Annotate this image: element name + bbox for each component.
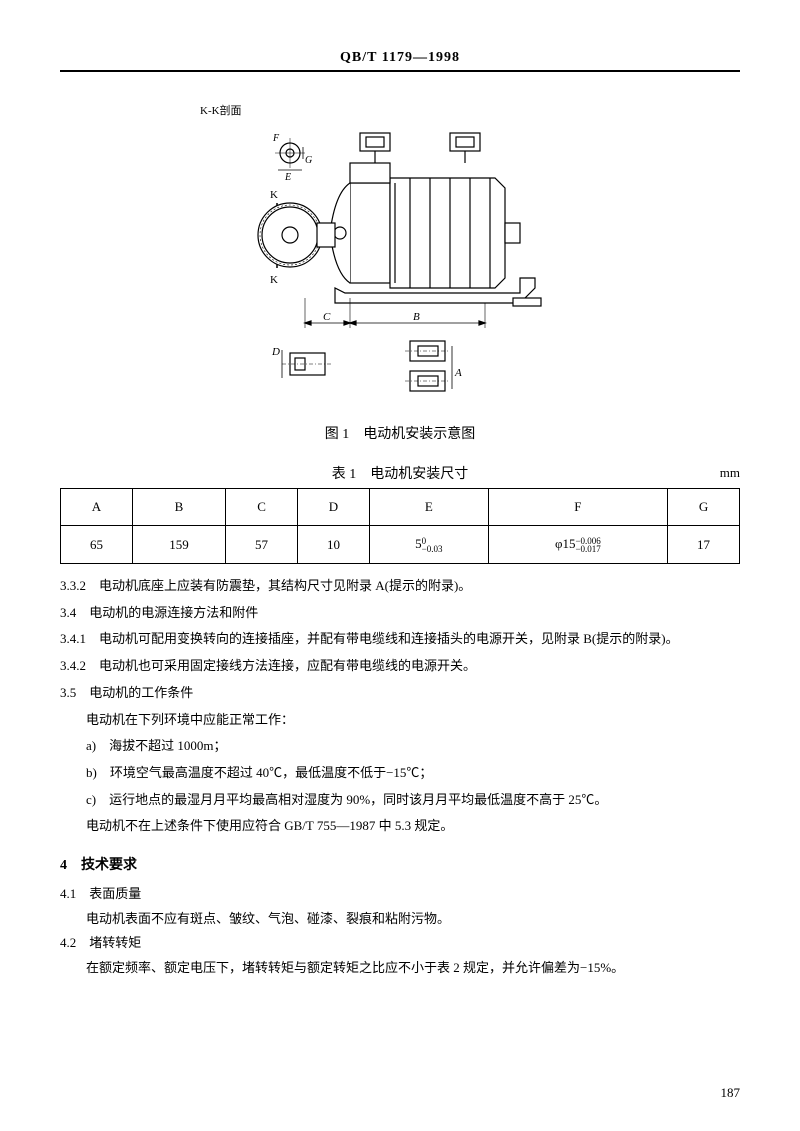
svg-text:E: E — [284, 172, 291, 183]
svg-text:G: G — [305, 155, 312, 166]
table-header-cell: B — [132, 489, 225, 526]
table-cell: 57 — [226, 526, 298, 564]
svg-text:K: K — [270, 189, 278, 201]
para-4-1: 4.1 表面质量 — [60, 882, 740, 907]
svg-text:C: C — [323, 311, 331, 323]
para-3-4-1: 3.4.1 电动机可配用变换转向的连接插座，并配有带电缆线和连接插头的电源开关，… — [60, 627, 740, 652]
para-4-2-text: 在额定频率、额定电压下，堵转转矩与额定转矩之比应不小于表 2 规定，并允许偏差为… — [60, 956, 740, 981]
table-header-cell: A — [61, 489, 133, 526]
svg-text:K: K — [270, 274, 278, 286]
table-cell: 10 — [298, 526, 370, 564]
table-cell: 17 — [668, 526, 740, 564]
table-1-caption-row: 表 1 电动机安装尺寸 mm — [60, 463, 740, 483]
table-header-cell: C — [226, 489, 298, 526]
para-3-5: 3.5 电动机的工作条件 — [60, 681, 740, 706]
table-header-cell: G — [668, 489, 740, 526]
figure-1-caption: 图 1 电动机安装示意图 — [60, 423, 740, 443]
para-3-4-2: 3.4.2 电动机也可采用固定接线方法连接，应配有带电缆线的电源开关。 — [60, 654, 740, 679]
para-3-5-intro: 电动机在下列环境中应能正常工作： — [60, 708, 740, 733]
table-cell: 159 — [132, 526, 225, 564]
para-3-5-a: a) 海拔不超过 1000m； — [60, 734, 740, 759]
table-cell: φ15−0.006−0.017 — [488, 526, 667, 564]
svg-text:F: F — [272, 133, 280, 144]
section-view-label: K-K剖面 — [200, 102, 740, 118]
table-header-cell: D — [298, 489, 370, 526]
svg-text:A: A — [454, 367, 462, 379]
para-4-2: 4.2 堵转转矩 — [60, 931, 740, 956]
motor-diagram: F G E K K — [235, 123, 565, 403]
para-4-1-text: 电动机表面不应有斑点、皱纹、气泡、碰漆、裂痕和粘附污物。 — [60, 907, 740, 932]
table-1-unit: mm — [720, 465, 740, 481]
table-cell: 65 — [61, 526, 133, 564]
page-number: 187 — [721, 1085, 741, 1101]
table-row: 65 159 57 10 50−0.03 φ15−0.006−0.017 17 — [61, 526, 740, 564]
table-1-caption: 表 1 电动机安装尺寸 — [332, 463, 469, 483]
svg-text:B: B — [413, 311, 420, 323]
table-cell: 50−0.03 — [369, 526, 488, 564]
table-1: A B C D E F G 65 159 57 10 50−0.03 φ15−0… — [60, 488, 740, 564]
para-3-5-c: c) 运行地点的最湿月月平均最高相对湿度为 90%，同时该月月平均最低温度不高于… — [60, 788, 740, 813]
table-header-cell: F — [488, 489, 667, 526]
section-4-heading: 4 技术要求 — [60, 854, 740, 874]
table-row: A B C D E F G — [61, 489, 740, 526]
para-3-5-b: b) 环境空气最高温度不超过 40℃，最低温度不低于−15℃； — [60, 761, 740, 786]
para-3-5-note: 电动机不在上述条件下使用应符合 GB/T 755—1987 中 5.3 规定。 — [60, 814, 740, 839]
document-header: QB/T 1179—1998 — [60, 50, 740, 72]
svg-text:D: D — [271, 346, 280, 358]
para-3-3-2: 3.3.2 电动机底座上应装有防震垫，其结构尺寸见附录 A(提示的附录)。 — [60, 574, 740, 599]
para-3-4: 3.4 电动机的电源连接方法和附件 — [60, 601, 740, 626]
table-header-cell: E — [369, 489, 488, 526]
figure-1-area: K-K剖面 F G E — [60, 102, 740, 443]
